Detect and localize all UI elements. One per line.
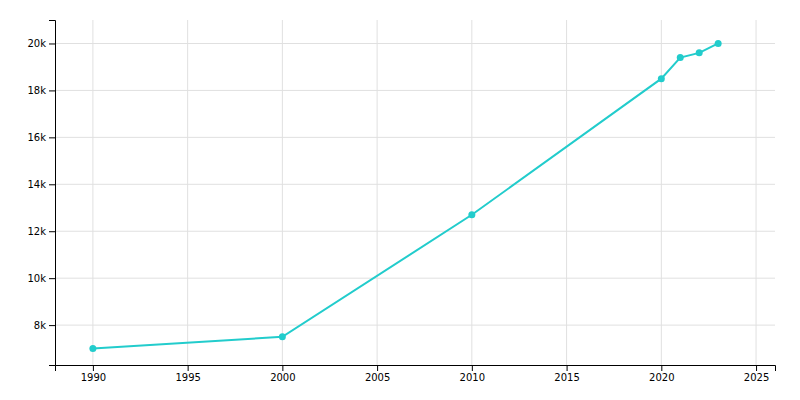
y-tick: 16k	[27, 132, 55, 143]
x-tick: 2020	[649, 365, 674, 383]
x-tick: 2025	[744, 365, 769, 383]
point	[279, 333, 286, 340]
point	[677, 54, 684, 61]
y-tick-mark	[49, 184, 55, 185]
y-tick: 20k	[27, 38, 55, 49]
x-grid-line	[187, 20, 188, 365]
y-axis-line	[49, 21, 56, 366]
point	[468, 211, 475, 218]
y-tick-mark	[49, 90, 55, 91]
y-axis: 8k 10k 12k 14k 16k 18k 20k	[27, 21, 55, 366]
y-grid-line	[55, 43, 775, 44]
x-tick-mark	[756, 365, 757, 371]
line	[93, 43, 718, 348]
plot: 1990 1995 2000 2005 2010 2015 2020 2025 8k 10k 12k…	[27, 20, 775, 383]
y-tick-label: 10k	[27, 273, 46, 284]
y-grid-line	[55, 90, 775, 91]
point	[696, 49, 703, 56]
x-tick-label: 2015	[554, 372, 579, 383]
chart: 1990 1995 2000 2005 2010 2015 2020 2025 8k 10k 12k…	[0, 0, 800, 400]
y-tick-label: 8k	[34, 320, 46, 331]
x-grid-line	[566, 20, 567, 365]
y-tick: 18k	[27, 85, 55, 96]
y-tick-mark	[49, 231, 55, 232]
y-tick-mark	[49, 137, 55, 138]
x-tick-label: 2000	[270, 372, 295, 383]
y-tick: 14k	[27, 179, 55, 190]
point	[89, 345, 96, 352]
y-tick: 10k	[27, 273, 55, 284]
marks	[89, 40, 721, 352]
x-tick-mark	[93, 365, 94, 371]
x-tick: 1990	[81, 365, 106, 383]
y-tick: 8k	[34, 320, 55, 331]
x-tick-mark	[661, 365, 662, 371]
y-grid-line	[55, 137, 775, 138]
x-tick: 2010	[460, 365, 485, 383]
y-tick-label: 14k	[27, 179, 46, 190]
x-tick-label: 2010	[460, 372, 485, 383]
x-tick: 2015	[554, 365, 579, 383]
x-grid-line	[282, 20, 283, 365]
y-grid-line	[55, 184, 775, 185]
x-tick: 2000	[270, 365, 295, 383]
x-grid-line	[92, 20, 93, 365]
y-tick-mark	[49, 325, 55, 326]
y-tick: 12k	[27, 226, 55, 237]
x-tick-label: 2025	[744, 372, 769, 383]
y-grid-line	[55, 325, 775, 326]
x-axis-line	[56, 366, 776, 372]
x-tick-label: 2020	[649, 372, 674, 383]
x-tick-mark	[282, 365, 283, 371]
x-tick: 1995	[175, 365, 200, 383]
x-tick-mark	[377, 365, 378, 371]
x-tick-mark	[188, 365, 189, 371]
y-tick-label: 16k	[27, 132, 46, 143]
y-tick-label: 12k	[27, 226, 46, 237]
y-grid-line	[55, 278, 775, 279]
x-tick-mark	[567, 365, 568, 371]
x-tick-label: 2005	[365, 372, 390, 383]
point	[715, 40, 722, 47]
x-tick: 2005	[365, 365, 390, 383]
y-tick-mark	[49, 278, 55, 279]
y-tick-label: 20k	[27, 38, 46, 49]
x-grid-line	[756, 20, 757, 365]
x-grid-line	[661, 20, 662, 365]
x-axis: 1990 1995 2000 2005 2010 2015 2020 2025	[56, 365, 776, 383]
x-tick-label: 1990	[81, 372, 106, 383]
x-grid-line	[377, 20, 378, 365]
x-grid-line	[471, 20, 472, 365]
grid	[55, 20, 775, 365]
y-tick-mark	[49, 43, 55, 44]
y-grid-line	[55, 231, 775, 232]
x-tick-label: 1995	[175, 372, 200, 383]
y-tick-label: 18k	[27, 85, 46, 96]
x-tick-mark	[472, 365, 473, 371]
point	[658, 75, 665, 82]
